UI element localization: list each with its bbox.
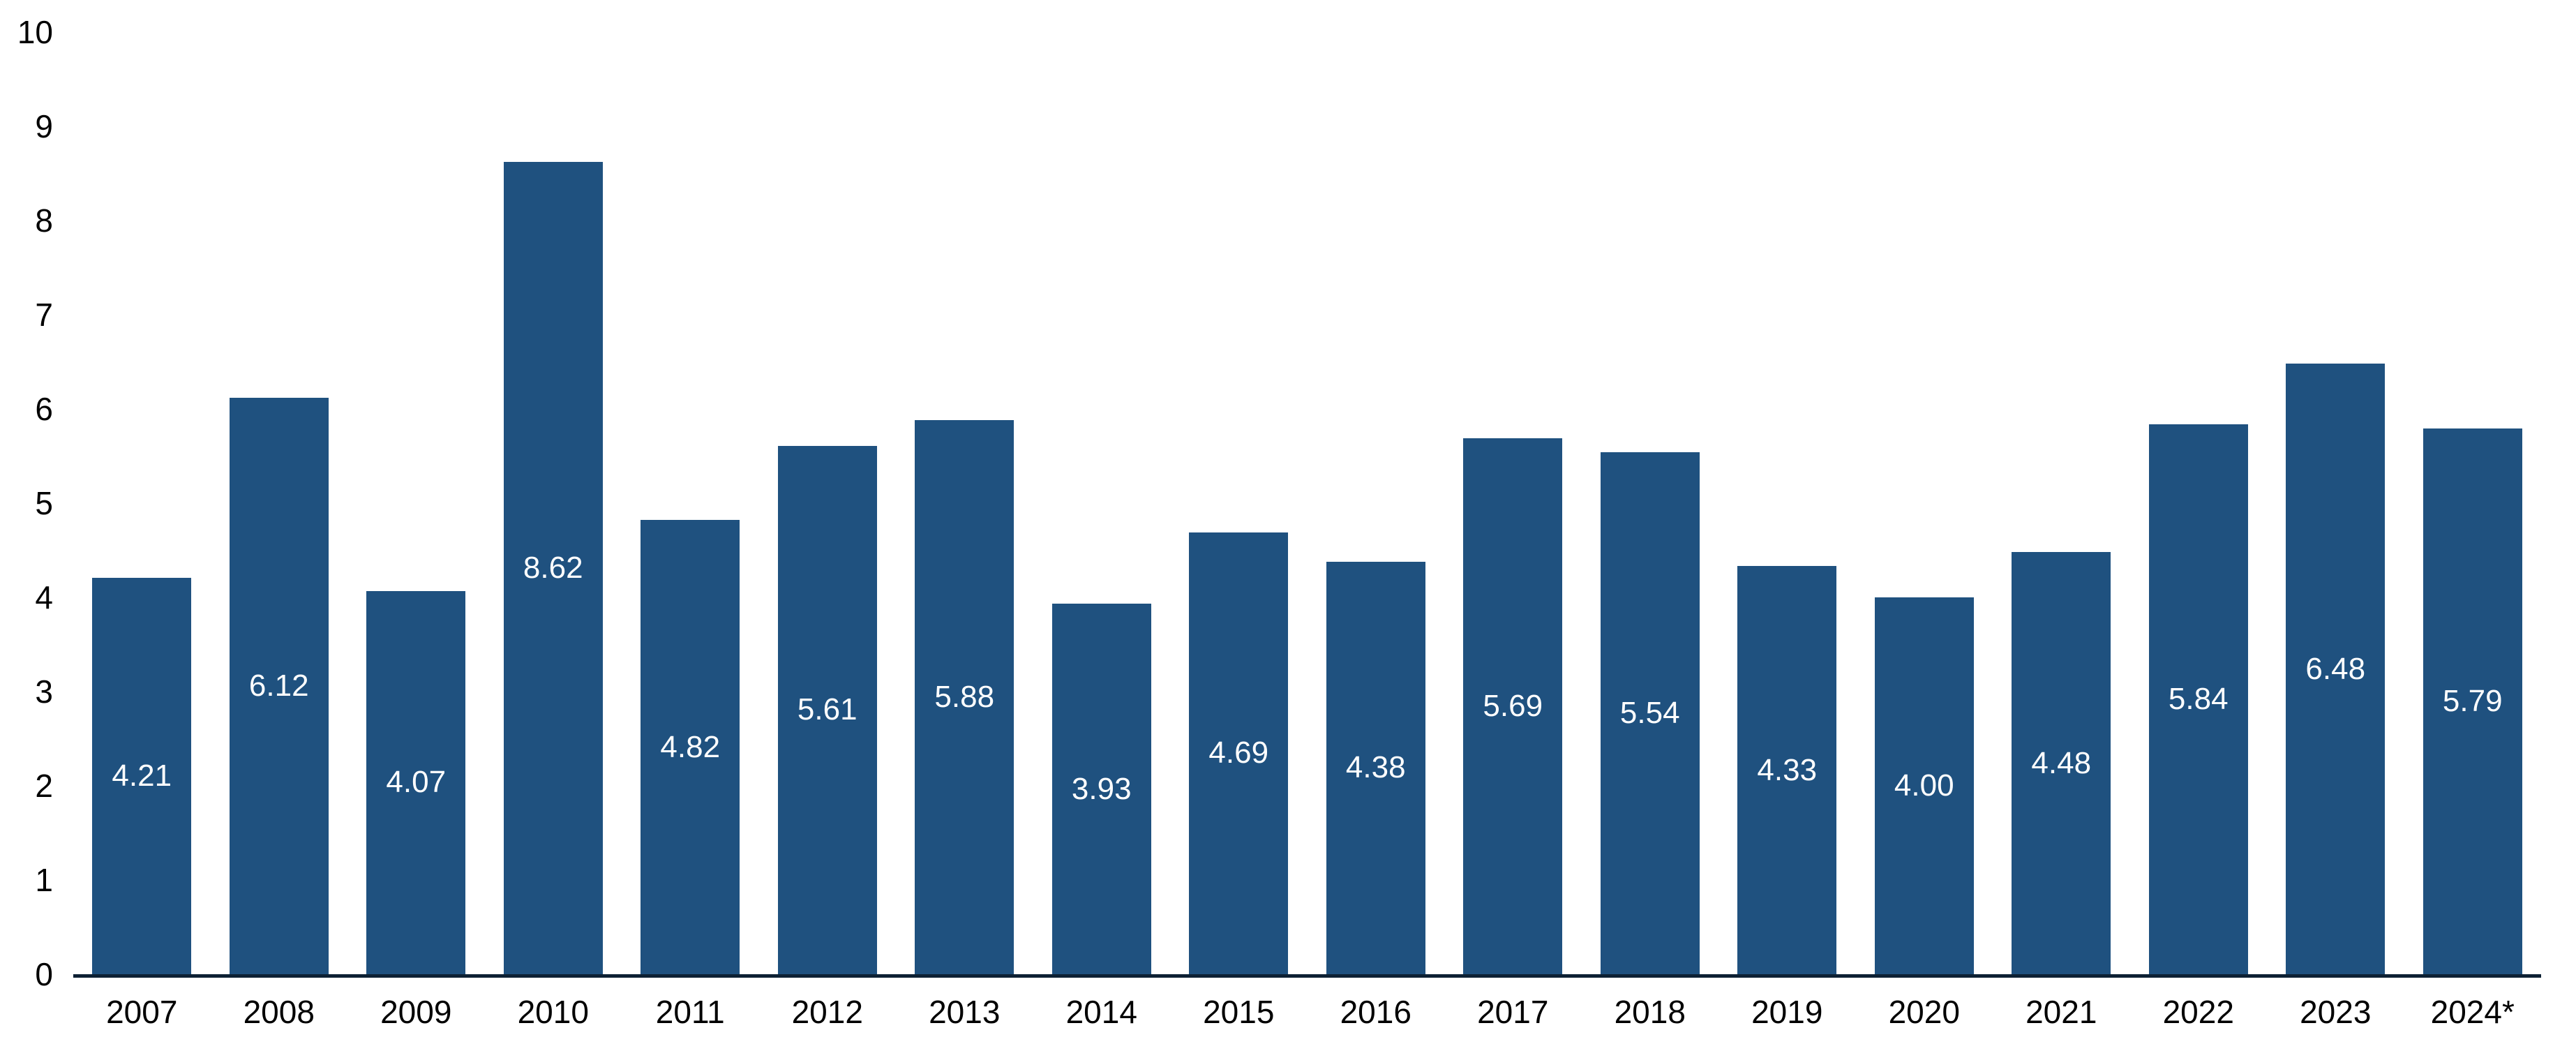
x-tick-label: 2024* <box>2430 994 2515 1030</box>
bar-slot: 8.62 2010 <box>485 32 622 1030</box>
y-tick-label: 2 <box>35 768 53 804</box>
bar-slot: 6.12 2008 <box>211 32 348 1030</box>
bar-slot: 5.88 2013 <box>896 32 1033 1030</box>
bar-value-label: 6.12 <box>248 668 309 703</box>
bar-slot: 3.93 2014 <box>1033 32 1171 1030</box>
bar: 4.69 <box>1189 532 1289 974</box>
y-tick-label: 4 <box>35 579 53 616</box>
y-tick-label: 9 <box>35 108 53 144</box>
y-tick-label: 7 <box>35 297 53 333</box>
bar: 4.48 <box>2012 552 2111 974</box>
plot-area: 4.21 2007 6.12 2008 4.07 2009 8.62 2010 4.82 2011… <box>73 32 2542 1030</box>
x-tick-label: 2010 <box>517 994 589 1030</box>
y-tick-label: 6 <box>35 391 53 427</box>
y-tick-label: 1 <box>35 862 53 898</box>
x-tick-label: 2015 <box>1203 994 1275 1030</box>
bar-value-label: 4.69 <box>1208 736 1269 770</box>
bar-slot: 4.69 2015 <box>1170 32 1308 1030</box>
bar-slot: 4.21 2007 <box>73 32 211 1030</box>
bar-value-label: 5.54 <box>1619 696 1680 731</box>
x-tick-label: 2021 <box>2025 994 2097 1030</box>
bar: 3.93 <box>1051 604 1151 974</box>
x-tick-label: 2009 <box>380 994 452 1030</box>
bar-value-label: 4.48 <box>2031 745 2092 780</box>
bar-value-label: 4.00 <box>1894 768 1954 803</box>
bar: 4.82 <box>641 520 740 974</box>
bar-slot: 6.48 2023 <box>2267 32 2404 1030</box>
y-axis: 0 1 2 3 4 5 6 7 8 9 10 <box>0 0 53 1044</box>
bar-value-label: 4.21 <box>112 758 172 793</box>
bar-value-label: 3.93 <box>1071 771 1132 806</box>
x-tick-label: 2013 <box>929 994 1001 1030</box>
bar-slot: 5.84 2022 <box>2130 32 2268 1030</box>
x-tick-label: 2019 <box>1751 994 1823 1030</box>
bar: 4.21 <box>92 577 192 974</box>
x-axis-baseline <box>73 974 2541 978</box>
x-tick-label: 2008 <box>243 994 315 1030</box>
bar-value-label: 5.69 <box>1483 688 1543 723</box>
bar-value-label: 4.38 <box>1345 750 1406 785</box>
y-tick-label: 10 <box>17 14 53 50</box>
bar: 4.38 <box>1326 561 1425 974</box>
x-tick-label: 2018 <box>1614 994 1686 1030</box>
y-tick-label: 5 <box>35 485 53 521</box>
bar-value-label: 5.88 <box>934 680 995 715</box>
bar-slot: 5.54 2018 <box>1582 32 1719 1030</box>
x-tick-label: 2023 <box>2300 994 2372 1030</box>
bar-value-label: 5.84 <box>2168 681 2229 716</box>
bar: 5.88 <box>915 420 1014 974</box>
x-tick-label: 2011 <box>655 994 725 1030</box>
x-tick-label: 2022 <box>2162 994 2234 1030</box>
bar: 6.48 <box>2286 364 2386 974</box>
bar-slot: 4.48 2021 <box>1993 32 2130 1030</box>
bar: 5.69 <box>1463 438 1563 974</box>
bar-value-label: 5.61 <box>797 692 858 727</box>
bar-slot: 5.61 2012 <box>759 32 897 1030</box>
bar: 4.00 <box>1874 597 1974 974</box>
bar-slot: 4.33 2019 <box>1718 32 1856 1030</box>
x-tick-label: 2017 <box>1477 994 1549 1030</box>
y-tick-label: 0 <box>35 956 53 992</box>
bar-slot: 4.07 2009 <box>347 32 485 1030</box>
bar: 5.61 <box>777 445 877 974</box>
bar-value-label: 8.62 <box>523 551 583 586</box>
bar-slot: 4.82 2011 <box>622 32 759 1030</box>
bar-value-label: 5.79 <box>2442 684 2503 719</box>
bar: 5.54 <box>1600 452 1700 974</box>
x-tick-label: 2007 <box>106 994 178 1030</box>
y-tick-label: 8 <box>35 202 53 239</box>
y-tick-label: 3 <box>35 673 53 710</box>
bar-value-label: 4.82 <box>660 729 721 764</box>
bar: 4.33 <box>1737 566 1837 974</box>
x-tick-label: 2014 <box>1065 994 1137 1030</box>
x-tick-label: 2016 <box>1340 994 1411 1030</box>
bar-slot: 5.69 2017 <box>1444 32 1582 1030</box>
bar: 5.79 <box>2423 428 2522 974</box>
bar-slot: 4.38 2016 <box>1308 32 1445 1030</box>
x-tick-label: 2020 <box>1888 994 1960 1030</box>
bar: 6.12 <box>229 397 329 974</box>
bar-slot: 5.79 2024* <box>2404 32 2542 1030</box>
bar-value-label: 4.07 <box>386 765 447 800</box>
x-tick-label: 2012 <box>791 994 863 1030</box>
bar: 4.07 <box>366 590 466 974</box>
bar: 5.84 <box>2148 424 2248 974</box>
bar-value-label: 6.48 <box>2305 651 2366 686</box>
bar-value-label: 4.33 <box>1757 752 1818 787</box>
bar-slot: 4.00 2020 <box>1856 32 1993 1030</box>
bar: 8.62 <box>503 162 603 974</box>
